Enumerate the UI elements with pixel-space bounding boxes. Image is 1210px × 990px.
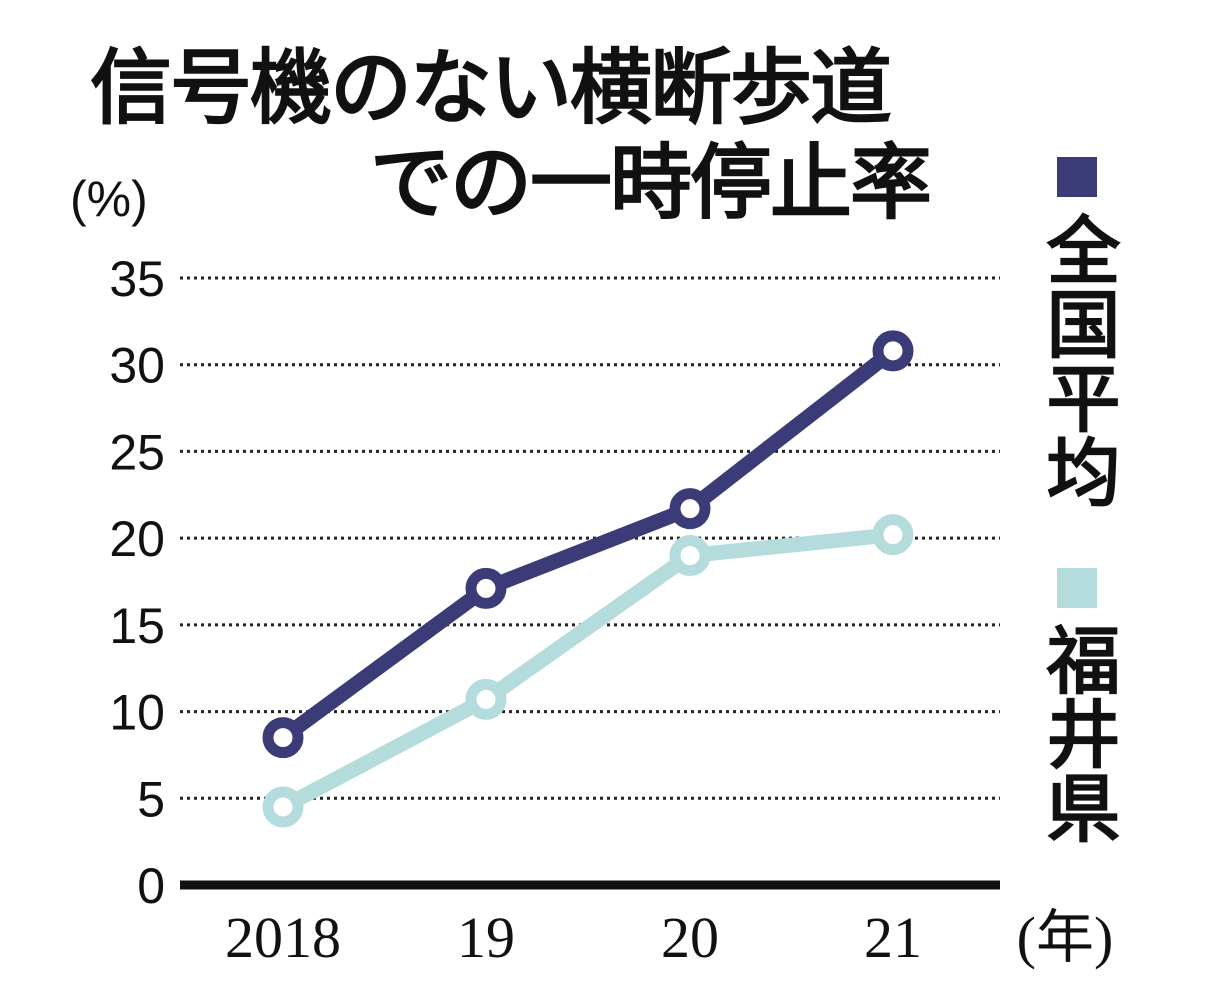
y-tick-label: 30	[109, 338, 165, 394]
series-line	[279, 527, 894, 814]
x-tick-label: 2018	[225, 905, 341, 970]
legend-swatch-national-average	[1057, 157, 1097, 197]
legend-label-national-average: 全国平均	[1034, 212, 1120, 508]
y-tick-label: 10	[109, 685, 165, 741]
y-axis-unit-label: (%)	[70, 171, 148, 227]
series-line	[278, 344, 898, 744]
legend-label-fukui: 福井県	[1034, 622, 1120, 844]
data-point	[465, 678, 507, 720]
y-tick-label: 0	[137, 858, 165, 914]
y-tick-label: 25	[109, 424, 165, 480]
x-tick-label: 20	[661, 905, 719, 970]
chart-title-line-1: 信号機のない横断歩道	[90, 41, 892, 136]
data-point	[262, 786, 304, 828]
data-point	[669, 534, 711, 576]
y-tick-label: 35	[109, 251, 165, 307]
y-tick-label: 20	[109, 511, 165, 567]
data-point	[872, 514, 914, 556]
data-point	[669, 488, 711, 530]
y-tick-label: 15	[109, 598, 165, 654]
data-point	[262, 717, 304, 759]
legend-swatch-fukui	[1057, 568, 1097, 608]
data-point	[872, 330, 914, 372]
data-point	[465, 567, 507, 609]
y-tick-label: 5	[137, 771, 165, 827]
chart-title-line-2: での一時停止率	[370, 136, 932, 231]
x-tick-label: 21	[864, 905, 922, 970]
x-tick-label: 19	[457, 905, 515, 970]
x-axis-unit-label: (年)	[1017, 905, 1114, 970]
